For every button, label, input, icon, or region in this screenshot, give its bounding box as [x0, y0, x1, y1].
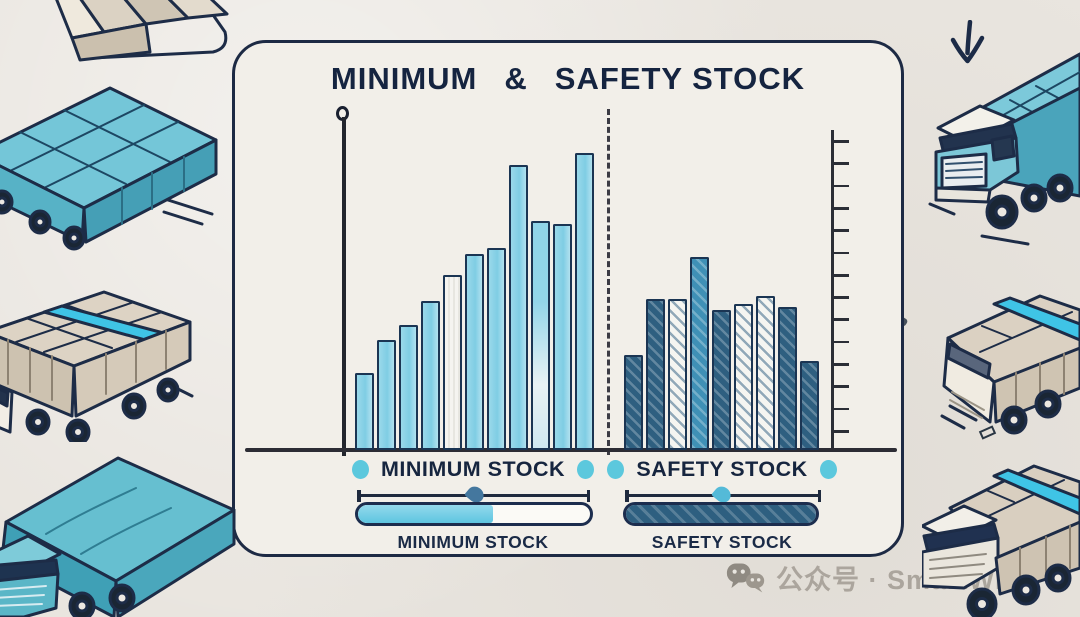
legend-label-minimum: MINIMUM STOCK [380, 456, 566, 481]
bar-minimum-stock-4 [421, 301, 440, 450]
bar-minimum-stock-5 [443, 275, 462, 450]
watermark: 公众号 · SmartWMS [726, 558, 1038, 597]
ruler-tick [833, 206, 849, 210]
legend-safety-stock: SAFETY STOCK [607, 456, 837, 482]
safety-stock-bars-group [624, 153, 819, 450]
legend-dot-icon [351, 459, 369, 479]
bar-safety-stock-5 [712, 310, 731, 450]
ruler-tick [833, 363, 849, 366]
bar-safety-stock-3 [668, 299, 687, 450]
bar-minimum-stock-6 [465, 254, 484, 450]
truck-illustration-left-crates [0, 290, 194, 442]
minimum-stock-bars-group [355, 153, 594, 450]
bar-minimum-stock-11 [575, 153, 594, 450]
wechat-icon [726, 562, 765, 593]
truck-illustration-top-left [55, 0, 229, 62]
ruler-tick [833, 229, 849, 232]
bar-minimum-stock-3 [399, 325, 418, 450]
legend-label-safety: SAFETY STOCK [636, 456, 808, 481]
pill-label-minimum: MINIMUM STOCK [397, 532, 549, 552]
bar-minimum-stock-10 [553, 224, 572, 450]
truck-illustration-bottom-right [922, 464, 1080, 617]
legend-dot-icon [819, 459, 837, 479]
bar-safety-stock-1 [624, 355, 643, 450]
bar-safety-stock-8 [778, 307, 797, 450]
bar-safety-stock-6 [734, 304, 753, 450]
ruler-tick [833, 140, 849, 143]
legend-dot-icon [577, 459, 595, 479]
ruler-tick [833, 273, 849, 277]
page-title: MINIMUM & SAFETY STOCK [235, 61, 901, 97]
title-word-safety-stock: SAFETY STOCK [554, 61, 806, 96]
ruler-tick [833, 429, 849, 433]
ruler-tick [833, 184, 849, 188]
progress-fill [358, 505, 493, 523]
ruler-tick [833, 296, 849, 299]
bar-safety-stock-7 [756, 296, 775, 450]
safety-stock-progress-pill [623, 502, 819, 526]
ruler-line [831, 130, 834, 451]
truck-illustration-left-trailer [0, 86, 218, 251]
legend-dot-icon [607, 459, 625, 479]
minimum-stock-slider[interactable] [357, 483, 590, 506]
progress-fill [626, 505, 816, 523]
bar-minimum-stock-2 [377, 340, 396, 450]
ruler-tick [833, 407, 849, 411]
bar-safety-stock-4 [690, 257, 709, 450]
stock-chart-card: MINIMUM & SAFETY STOCK MINIMUM STOCK SAF… [232, 40, 904, 557]
bar-minimum-stock-9 [531, 221, 550, 450]
legend-minimum-stock: MINIMUM STOCK [351, 456, 595, 482]
bar-safety-stock-9 [800, 361, 819, 450]
bar-minimum-stock-1 [355, 373, 374, 450]
truck-illustration-bottom-left [0, 456, 236, 617]
ruler-tick [833, 162, 849, 166]
ruler-tick [833, 340, 849, 344]
bar-minimum-stock-7 [487, 248, 506, 450]
title-ampersand: & [504, 61, 528, 96]
truck-illustration-right-crates [940, 294, 1080, 435]
y-axis-line [342, 117, 346, 456]
ruler-tick [833, 251, 849, 255]
down-arrow-icon [950, 20, 985, 64]
bar-minimum-stock-8 [509, 165, 528, 450]
ruler-tick [833, 318, 849, 322]
group-divider-dashed-line [607, 109, 610, 455]
minimum-stock-progress-pill [355, 502, 593, 526]
ruler-tick [833, 385, 849, 389]
title-word-minimum: MINIMUM [330, 61, 478, 96]
right-ruler-axis [831, 130, 851, 451]
pill-label-safety: SAFETY STOCK [651, 532, 793, 552]
truck-illustration-top-right [928, 52, 1080, 246]
safety-stock-slider[interactable] [625, 483, 821, 506]
bar-safety-stock-2 [646, 299, 665, 450]
